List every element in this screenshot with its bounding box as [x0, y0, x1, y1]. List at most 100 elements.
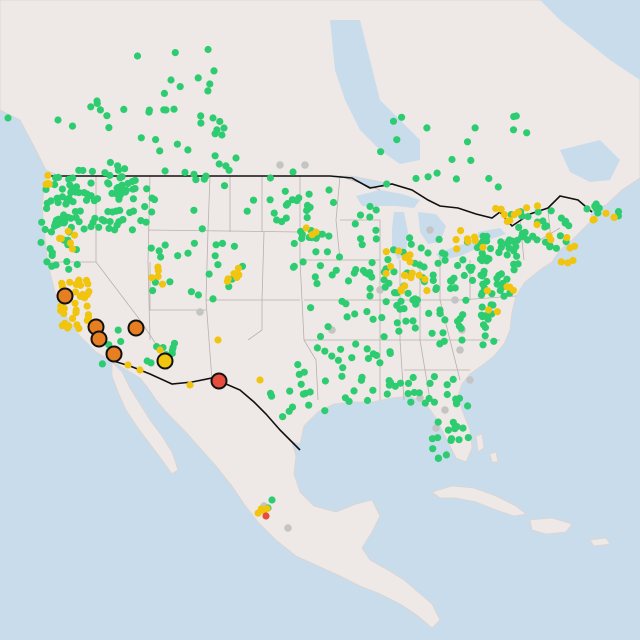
sensor-marker[interactable] — [96, 106, 104, 114]
sensor-marker[interactable] — [356, 211, 365, 219]
sensor-marker[interactable] — [136, 366, 144, 374]
sensor-marker[interactable] — [48, 249, 56, 257]
sensor-marker[interactable] — [343, 313, 351, 321]
sensor-marker[interactable] — [142, 218, 150, 226]
sensor-marker[interactable] — [266, 389, 275, 397]
sensor-marker[interactable] — [69, 314, 77, 322]
sensor-marker[interactable] — [479, 237, 487, 246]
sensor-marker[interactable] — [328, 271, 336, 279]
sensor-marker[interactable] — [334, 356, 342, 364]
sensor-marker[interactable] — [113, 221, 121, 229]
sensor-marker[interactable] — [547, 236, 555, 244]
sensor-marker[interactable] — [546, 243, 554, 251]
sensor-marker[interactable] — [485, 306, 493, 314]
sensor-marker[interactable] — [73, 260, 81, 269]
sensor-marker[interactable] — [143, 185, 151, 193]
sensor-marker[interactable] — [68, 122, 77, 130]
sensor-marker[interactable] — [104, 179, 112, 187]
sensor-marker[interactable] — [321, 347, 329, 355]
sensor-marker[interactable] — [194, 74, 202, 82]
sensor-marker[interactable] — [366, 202, 374, 211]
sensor-marker[interactable] — [155, 247, 163, 255]
sensor-marker[interactable] — [447, 277, 456, 285]
sensor-marker[interactable] — [313, 280, 321, 288]
sensor-marker[interactable] — [471, 237, 479, 245]
sensor-marker[interactable] — [523, 129, 531, 137]
sensor-marker[interactable] — [83, 302, 91, 310]
sensor-marker[interactable] — [162, 106, 170, 114]
sensor-marker[interactable] — [167, 76, 175, 84]
sensor-marker[interactable] — [446, 284, 455, 293]
sensor-marker[interactable] — [67, 214, 75, 222]
sensor-marker[interactable] — [381, 283, 389, 291]
sensor-marker[interactable] — [225, 166, 233, 174]
sensor-marker[interactable] — [224, 275, 232, 283]
sensor-marker[interactable] — [366, 284, 374, 293]
sensor-marker[interactable] — [299, 390, 307, 398]
sensor-marker[interactable] — [200, 175, 208, 183]
sensor-marker[interactable] — [148, 208, 156, 216]
sensor-marker[interactable] — [393, 301, 401, 310]
sensor-marker[interactable] — [197, 119, 205, 127]
sensor-marker[interactable] — [357, 235, 365, 243]
sensor-marker[interactable] — [447, 436, 455, 444]
sensor-marker[interactable] — [441, 406, 449, 414]
sensor-marker[interactable] — [71, 299, 79, 307]
sensor-marker[interactable] — [493, 308, 501, 316]
sensor-marker[interactable] — [369, 386, 377, 394]
sensor-marker[interactable] — [72, 309, 80, 317]
sensor-marker[interactable] — [174, 252, 182, 260]
sensor-marker[interactable] — [156, 147, 164, 155]
sensor-marker[interactable] — [156, 346, 164, 354]
sensor-marker[interactable] — [453, 399, 461, 407]
sensor-marker[interactable] — [169, 343, 177, 352]
sensor-marker[interactable] — [120, 105, 128, 113]
sensor-marker[interactable] — [481, 332, 489, 340]
sensor-marker[interactable] — [87, 223, 95, 231]
sensor-marker[interactable] — [192, 176, 200, 184]
sensor-marker[interactable] — [316, 262, 324, 270]
sensor-marker[interactable] — [404, 252, 412, 260]
sensor-marker[interactable] — [452, 236, 460, 244]
sensor-marker[interactable] — [184, 249, 192, 257]
sensor-marker[interactable] — [284, 200, 292, 208]
sensor-marker[interactable] — [425, 309, 433, 317]
sensor-marker[interactable] — [337, 345, 345, 353]
sensor-marker[interactable] — [150, 196, 159, 204]
sensor-marker[interactable] — [58, 193, 66, 201]
sensor-marker[interactable] — [483, 287, 491, 295]
sensor-marker[interactable] — [358, 373, 366, 381]
sensor-marker[interactable] — [60, 304, 68, 313]
sensor-marker[interactable] — [368, 259, 376, 267]
sensor-marker[interactable] — [184, 146, 192, 154]
sensor-marker[interactable] — [556, 232, 565, 240]
sensor-marker[interactable] — [276, 161, 284, 169]
sensor-marker[interactable] — [232, 154, 240, 162]
sensor-marker[interactable] — [300, 368, 308, 376]
sensor-marker[interactable] — [87, 179, 95, 187]
sensor-marker[interactable] — [493, 280, 501, 288]
sensor-marker[interactable] — [37, 238, 45, 247]
sensor-marker[interactable] — [65, 194, 73, 202]
sensor-marker[interactable] — [186, 381, 194, 389]
sensor-marker[interactable] — [503, 275, 511, 283]
sensor-marker[interactable] — [262, 512, 270, 520]
sensor-marker[interactable] — [421, 399, 429, 407]
sensor-marker[interactable] — [160, 89, 168, 97]
sensor-marker[interactable] — [382, 298, 390, 306]
sensor-marker[interactable] — [64, 227, 72, 235]
sensor-marker[interactable] — [363, 308, 371, 316]
sensor-marker[interactable] — [513, 252, 521, 260]
sensor-marker[interactable] — [391, 382, 399, 390]
sensor-marker[interactable] — [215, 160, 223, 168]
sensor-marker[interactable] — [590, 215, 598, 224]
sensor-marker[interactable] — [406, 258, 414, 266]
sensor-marker[interactable] — [430, 373, 438, 381]
sensor-marker[interactable] — [205, 270, 213, 278]
sensor-marker[interactable] — [53, 216, 61, 224]
sensor-marker[interactable] — [124, 361, 132, 369]
sensor-marker[interactable] — [41, 225, 49, 234]
sensor-marker[interactable] — [66, 239, 74, 247]
sensor-marker[interactable] — [44, 171, 52, 180]
sensor-marker[interactable] — [65, 322, 73, 330]
